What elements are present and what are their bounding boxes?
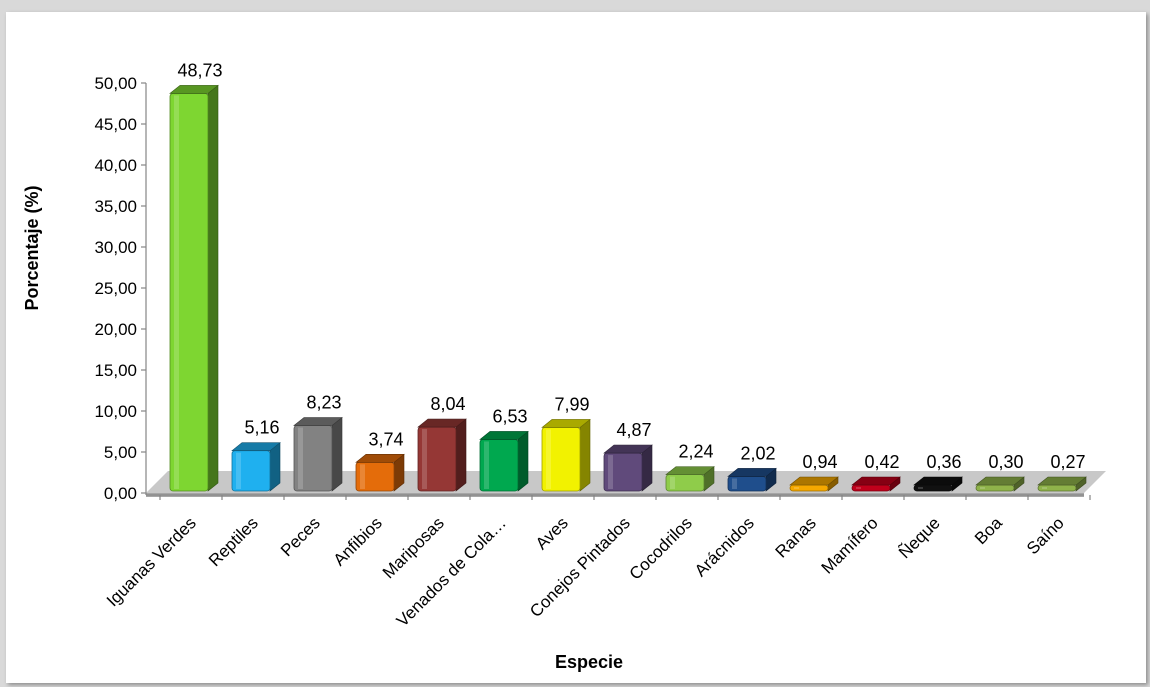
bar-highlight <box>794 487 799 489</box>
bar-side <box>455 418 467 492</box>
category-label: Aves <box>532 513 572 553</box>
bar-top <box>231 442 281 451</box>
category-label: Venados de Cola… <box>393 513 510 630</box>
y-tick-label: 40,00 <box>94 156 137 175</box>
bar-top <box>665 466 715 475</box>
category-label: Arácnidos <box>691 513 758 580</box>
data-label: 5,16 <box>244 418 279 438</box>
y-axis-title: Porcentaje (%) <box>22 185 42 310</box>
bar-2 <box>231 442 281 492</box>
bar-top <box>1037 476 1087 486</box>
bar-side <box>579 418 591 492</box>
bar-4 <box>355 453 405 492</box>
bar-highlight <box>732 478 737 489</box>
y-tick-label: 0,00 <box>104 484 137 503</box>
data-label: 0,36 <box>926 452 961 472</box>
bar-top <box>541 419 591 428</box>
data-label: 0,30 <box>988 452 1023 472</box>
bar-14 <box>975 476 1025 492</box>
bar-top <box>789 476 839 486</box>
category-labels: Iguanas Verdes Reptiles Peces AnfibiosMarip… <box>103 513 1068 630</box>
data-label: 2,24 <box>678 442 713 462</box>
y-tick-label: 15,00 <box>94 361 137 380</box>
bar-top <box>975 476 1025 486</box>
bar-top <box>479 431 529 440</box>
bar-6 <box>479 430 529 492</box>
bar-top <box>417 418 467 428</box>
data-label: 7,99 <box>554 394 589 414</box>
bar-top <box>293 417 343 426</box>
bar-side <box>331 416 343 492</box>
bar-side <box>207 84 219 492</box>
category-label: Boa <box>971 513 1006 548</box>
bar-highlight <box>670 476 675 489</box>
bar-8 <box>603 444 653 492</box>
bar-9 <box>665 466 715 492</box>
y-tick-label: 35,00 <box>94 197 137 216</box>
bar-chart: 0,00 5,00 10,00 15,00 20,00 25,00 30,00 35,00 40… <box>22 60 1106 672</box>
bar-1 <box>169 84 219 492</box>
data-label: 0,27 <box>1050 452 1085 472</box>
bar-10 <box>727 467 777 492</box>
bar-side <box>269 442 281 492</box>
data-label: 0,42 <box>864 452 899 472</box>
bar-highlight <box>298 427 303 489</box>
bar-11 <box>789 476 839 492</box>
category-label: Ranas <box>772 513 820 561</box>
category-label: Reptiles <box>205 513 262 570</box>
bar-top <box>169 85 219 94</box>
bar-highlight <box>918 487 923 489</box>
bar-highlight <box>1042 487 1047 489</box>
bar-3 <box>293 416 343 492</box>
y-tick-label: 25,00 <box>94 279 137 298</box>
bar-highlight <box>422 429 427 489</box>
bar-highlight <box>236 452 241 489</box>
y-tick-label: 10,00 <box>94 402 137 421</box>
bar-top <box>851 476 901 486</box>
y-tick-label: 45,00 <box>94 115 137 134</box>
bar-13 <box>913 476 963 492</box>
data-label: 0,94 <box>802 452 837 472</box>
data-label: 4,87 <box>616 420 651 440</box>
data-label: 2,02 <box>740 443 775 463</box>
y-tick-label: 50,00 <box>94 74 137 93</box>
category-label: Anfibios <box>330 513 386 569</box>
bar-highlight <box>546 429 551 489</box>
bar-top <box>603 444 653 454</box>
data-label: 3,74 <box>368 429 403 449</box>
bar-highlight <box>856 487 861 489</box>
bar-15 <box>1037 476 1087 492</box>
data-label: 8,04 <box>430 394 465 414</box>
data-label: 48,73 <box>177 60 222 80</box>
bar-side <box>517 430 529 492</box>
category-label: Cocodrilos <box>626 513 696 583</box>
data-label: 8,23 <box>306 393 341 413</box>
bar-top <box>355 454 405 463</box>
data-labels: 48,73 5,16 8,23 3,74 8,04 6,53 7,99 4,87 2,24 2,0… <box>177 60 1085 472</box>
bar-highlight <box>484 441 489 489</box>
bar-top <box>727 468 777 477</box>
bar-highlight <box>608 455 613 489</box>
bar-12 <box>851 476 901 492</box>
bar-top <box>913 476 963 486</box>
bar-highlight <box>360 464 365 489</box>
bar-7 <box>541 418 591 492</box>
y-axis: 0,00 5,00 10,00 15,00 20,00 25,00 30,00 35,00 40… <box>94 74 1091 503</box>
y-tick-label: 5,00 <box>104 443 137 462</box>
chart-frame: 0,00 5,00 10,00 15,00 20,00 25,00 30,00 35,00 40… <box>6 12 1146 683</box>
y-tick-label: 30,00 <box>94 238 137 257</box>
bars <box>169 84 1087 492</box>
category-label: Mamífero <box>818 513 882 577</box>
y-tick-label: 20,00 <box>94 320 137 339</box>
bar-5 <box>417 418 467 492</box>
category-label: Peces <box>277 513 324 560</box>
bar-highlight <box>980 487 985 489</box>
category-label: Ñeque <box>895 513 944 562</box>
category-label: Saíno <box>1023 513 1068 558</box>
bar-highlight <box>174 95 179 489</box>
data-label: 6,53 <box>492 406 527 426</box>
x-axis-title: Especie <box>555 652 623 672</box>
category-label: Iguanas Verdes <box>103 513 200 610</box>
